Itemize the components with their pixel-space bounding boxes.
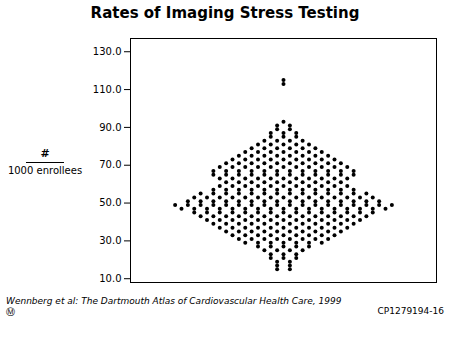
html-text:Wennberg et al: The Dartmouth: Wennberg et al: The Dartmouth Atlas of C… <box>6 296 342 306</box>
svg-text:90.0: 90.0 <box>99 122 121 133</box>
svg-text:130.0: 130.0 <box>93 46 122 57</box>
svg-text:70.0: 70.0 <box>99 159 121 170</box>
html-text:Rates of Imaging Stress Testin: Rates of Imaging Stress Testing <box>90 4 360 22</box>
svg-text:110.0: 110.0 <box>93 84 122 95</box>
svg-text:30.0: 30.0 <box>99 235 121 246</box>
svg-text:10.0: 10.0 <box>99 273 121 284</box>
svg-text:50.0: 50.0 <box>99 197 121 208</box>
html-text:CP1279194-16: CP1279194-16 <box>377 306 444 316</box>
html-text:1000 enrollees: 1000 enrollees <box>7 164 83 176</box>
